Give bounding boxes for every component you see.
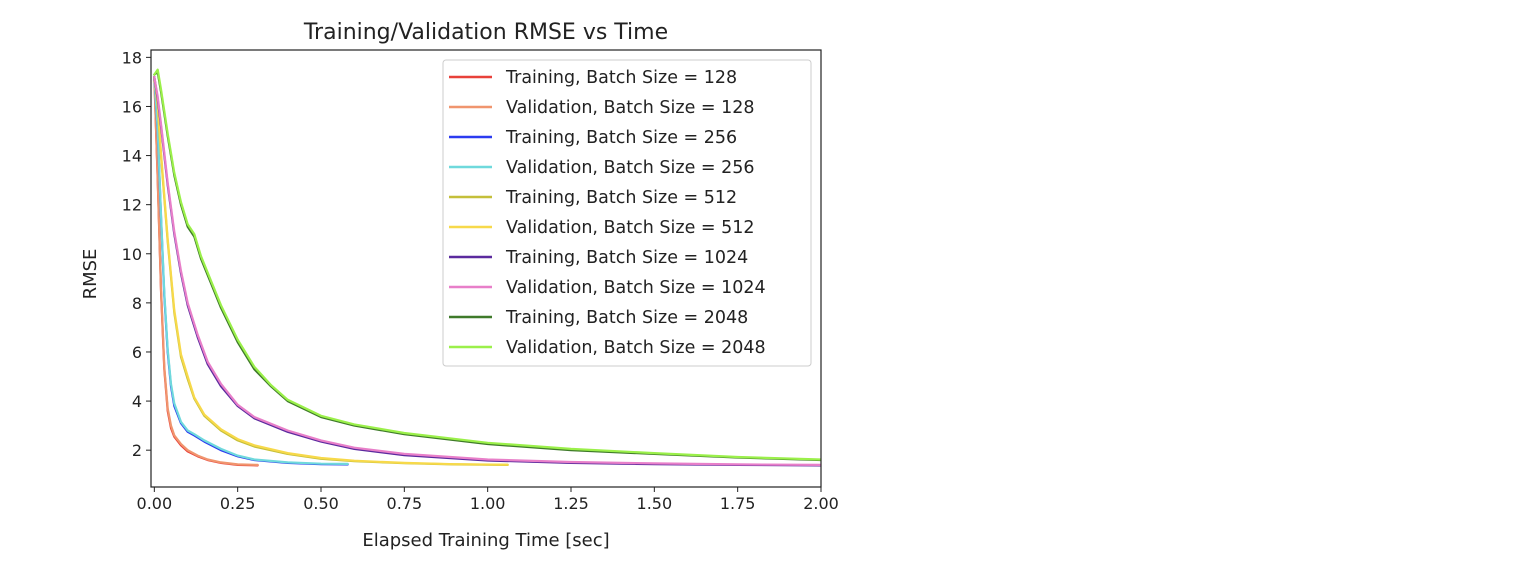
series-line-10 <box>153 68 821 461</box>
y-tick-label: 2 <box>132 441 142 460</box>
x-tick-label: 0.00 <box>137 494 173 513</box>
series-line-6 <box>153 75 509 466</box>
series-lines <box>153 68 821 467</box>
x-tick-label: 1.75 <box>720 494 756 513</box>
x-tick-label: 1.00 <box>470 494 506 513</box>
y-tick-label: 6 <box>132 343 142 362</box>
legend-label: Training, Batch Size = 256 <box>505 128 737 148</box>
legend-label: Training, Batch Size = 1024 <box>505 248 748 268</box>
legend-label: Validation, Batch Size = 2048 <box>506 338 766 358</box>
y-tick-label: 8 <box>132 294 142 313</box>
series-line-2 <box>153 75 259 466</box>
plot-frame <box>150 49 822 488</box>
x-tick-label: 0.75 <box>387 494 423 513</box>
legend-label: Validation, Batch Size = 256 <box>506 158 755 178</box>
x-tick-label: 1.50 <box>637 494 673 513</box>
y-tick-label: 10 <box>122 245 142 264</box>
tick-layer: 0.00 0.25 0.50 0.75 1.00 1.25 1.50 1.75 2.00 2 4 6 8… <box>122 48 839 513</box>
y-tick-label: 14 <box>122 147 142 166</box>
chart-title: Training/Validation RMSE vs Time <box>303 20 668 45</box>
x-tick-label: 0.25 <box>220 494 256 513</box>
legend: Training, Batch Size = 128 Validation, Ba… <box>442 59 812 367</box>
x-tick-label: 2.00 <box>803 494 839 513</box>
series-line-4 <box>153 75 349 465</box>
legend-label: Training, Batch Size = 128 <box>505 68 737 88</box>
y-tick-label: 12 <box>122 196 142 215</box>
y-tick-label: 16 <box>122 97 142 116</box>
x-axis-label: Elapsed Training Time [sec] <box>362 530 609 551</box>
y-tick-label: 18 <box>122 48 142 67</box>
legend-label: Validation, Batch Size = 1024 <box>506 278 766 298</box>
series-layer <box>153 68 821 467</box>
legend-label: Training, Batch Size = 512 <box>505 188 737 208</box>
x-tick-label: 0.50 <box>303 494 339 513</box>
series-line-3 <box>153 75 349 466</box>
y-axis-label: RMSE <box>80 249 101 300</box>
series-line-8 <box>153 75 821 466</box>
legend-box <box>442 59 812 367</box>
x-tick-label: 1.25 <box>553 494 589 513</box>
legend-label: Training, Batch Size = 2048 <box>505 308 748 328</box>
y-tick-label: 4 <box>132 392 142 411</box>
legend-label: Validation, Batch Size = 128 <box>506 98 755 118</box>
legend-label: Validation, Batch Size = 512 <box>506 218 755 238</box>
